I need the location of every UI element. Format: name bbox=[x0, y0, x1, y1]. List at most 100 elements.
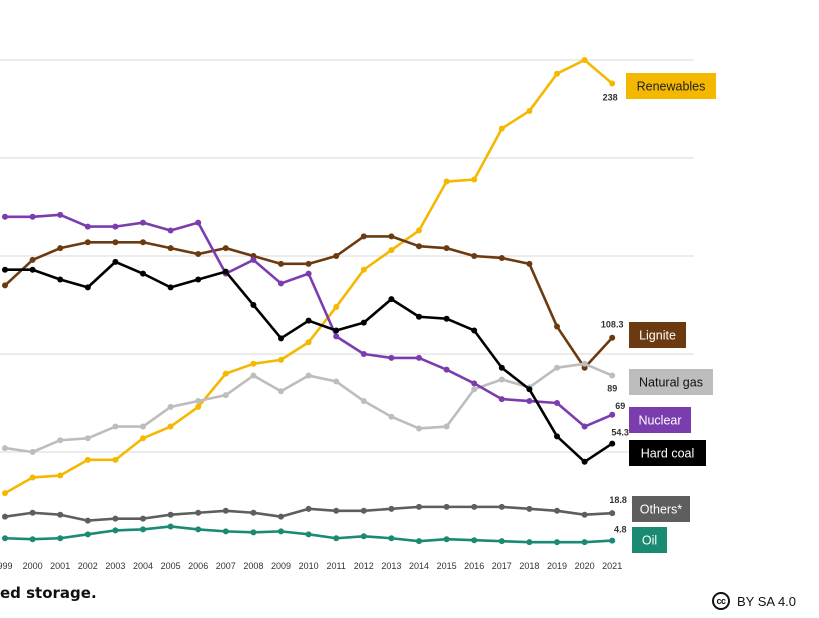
x-tick-2018: 2018 bbox=[519, 561, 539, 571]
point-renewables-2014 bbox=[416, 227, 422, 234]
point-others-2016 bbox=[471, 503, 478, 510]
point-natural-gas-2013 bbox=[388, 413, 395, 420]
point-nuclear-2005 bbox=[167, 227, 174, 234]
point-others-2006 bbox=[195, 509, 202, 516]
point-oil-2009 bbox=[278, 528, 284, 535]
series-line-hard-coal bbox=[5, 260, 613, 464]
point-renewables-2004 bbox=[140, 435, 146, 442]
legend-item-oil: Oil bbox=[632, 527, 667, 553]
point-others-2009 bbox=[278, 513, 284, 520]
point-renewables-2018 bbox=[526, 107, 533, 114]
point-others-2000 bbox=[29, 509, 36, 516]
legend-item-others: Others* bbox=[632, 496, 690, 522]
point-lignite-2018 bbox=[526, 260, 533, 267]
point-nuclear-2002 bbox=[84, 223, 91, 230]
legend-swatch-oil bbox=[632, 527, 667, 553]
point-oil-2001 bbox=[57, 535, 64, 542]
point-lignite-2011 bbox=[333, 253, 340, 259]
point-hard-coal-2003 bbox=[112, 258, 119, 265]
point-oil-2019 bbox=[554, 539, 560, 546]
point-natural-gas-2001 bbox=[57, 437, 64, 444]
point-others-2003 bbox=[112, 515, 119, 522]
point-renewables-2010 bbox=[305, 339, 312, 346]
point-lignite-2003 bbox=[112, 239, 119, 246]
license-text: BY SA 4.0 bbox=[737, 593, 797, 609]
point-renewables-2013 bbox=[388, 247, 395, 254]
x-tick-2012: 2012 bbox=[354, 561, 374, 571]
point-renewables-2021 bbox=[609, 80, 616, 87]
point-hard-coal-2018 bbox=[526, 386, 533, 393]
point-oil-2007 bbox=[222, 528, 229, 535]
point-hard-coal-2004 bbox=[140, 270, 146, 277]
point-oil-2018 bbox=[526, 539, 533, 546]
x-tick-2015: 2015 bbox=[437, 561, 457, 571]
x-tick-2005: 2005 bbox=[161, 561, 181, 571]
point-nuclear-2008 bbox=[250, 256, 257, 263]
license-badge[interactable]: cc BY SA 4.0 bbox=[712, 592, 796, 610]
point-nuclear-2019 bbox=[554, 400, 560, 406]
end-value-others: 18.8 bbox=[609, 495, 627, 505]
point-renewables-2008 bbox=[250, 360, 257, 367]
point-nuclear-1999 bbox=[2, 213, 8, 220]
point-natural-gas-2019 bbox=[554, 364, 560, 371]
x-tick-2020: 2020 bbox=[575, 561, 595, 571]
point-hard-coal-2007 bbox=[222, 268, 229, 275]
point-hard-coal-2016 bbox=[471, 327, 478, 334]
point-natural-gas-2004 bbox=[140, 423, 146, 430]
point-others-2014 bbox=[416, 503, 422, 510]
point-renewables-2003 bbox=[112, 456, 119, 463]
legend-label-natural-gas: Natural gas bbox=[639, 376, 703, 390]
point-nuclear-2020 bbox=[581, 423, 588, 430]
x-tick-2013: 2013 bbox=[381, 561, 401, 571]
x-tick-2004: 2004 bbox=[133, 561, 153, 571]
point-nuclear-2001 bbox=[57, 211, 64, 218]
x-axis-tick-labels: 999 2000 2001 2002 2003 2004 2005 2006 2007 2008 2… bbox=[0, 561, 622, 571]
x-tick-2002: 2002 bbox=[78, 561, 98, 571]
point-hard-coal-2009 bbox=[278, 335, 284, 342]
point-hard-coal-2017 bbox=[498, 364, 505, 371]
point-others-2012 bbox=[360, 507, 367, 514]
point-nuclear-2010 bbox=[305, 270, 312, 277]
point-renewables-2015 bbox=[443, 178, 450, 185]
legend-item-lignite: Lignite bbox=[629, 322, 686, 348]
end-value-natural-gas: 89 bbox=[607, 384, 617, 394]
x-tick-2016: 2016 bbox=[464, 561, 484, 571]
legend-item-natural-gas: Natural gas bbox=[629, 369, 713, 395]
point-others-2020 bbox=[581, 511, 588, 518]
point-others-2001 bbox=[57, 511, 64, 518]
point-lignite-2010 bbox=[305, 260, 312, 267]
point-lignite-2009 bbox=[278, 260, 284, 267]
point-oil-2010 bbox=[305, 531, 312, 538]
point-renewables-2007 bbox=[222, 370, 229, 377]
point-others-2013 bbox=[388, 505, 395, 512]
point-natural-gas-2008 bbox=[250, 372, 257, 379]
point-oil-2020 bbox=[581, 539, 588, 546]
point-nuclear-2015 bbox=[443, 366, 450, 373]
point-nuclear-2012 bbox=[360, 351, 367, 357]
point-natural-gas-2012 bbox=[360, 398, 367, 405]
point-nuclear-2004 bbox=[140, 219, 146, 226]
point-hard-coal-2006 bbox=[195, 276, 202, 283]
x-tick-2014: 2014 bbox=[409, 561, 429, 571]
end-value-lignite: 108.3 bbox=[601, 320, 624, 330]
point-nuclear-2021 bbox=[609, 411, 616, 418]
point-oil-2004 bbox=[140, 526, 146, 533]
point-renewables-2009 bbox=[278, 356, 284, 363]
point-lignite-2005 bbox=[167, 245, 174, 252]
point-others-2021 bbox=[609, 510, 616, 517]
x-tick-2000: 2000 bbox=[23, 561, 43, 571]
point-nuclear-2014 bbox=[416, 354, 422, 361]
point-natural-gas-2003 bbox=[112, 423, 119, 430]
point-oil-2012 bbox=[360, 533, 367, 540]
point-hard-coal-2019 bbox=[554, 433, 560, 440]
point-natural-gas-2002 bbox=[84, 435, 91, 442]
point-others-2010 bbox=[305, 505, 312, 512]
point-oil-2003 bbox=[112, 527, 119, 534]
x-tick-1999: 999 bbox=[0, 561, 13, 571]
legend: Renewables Lignite Natural gas Nuclear Hard … bbox=[626, 73, 716, 553]
point-renewables-2016 bbox=[471, 176, 478, 183]
point-others-2004 bbox=[140, 515, 146, 522]
point-renewables-2017 bbox=[498, 125, 505, 132]
point-renewables-2006 bbox=[195, 403, 202, 410]
point-lignite-2013 bbox=[388, 233, 395, 240]
